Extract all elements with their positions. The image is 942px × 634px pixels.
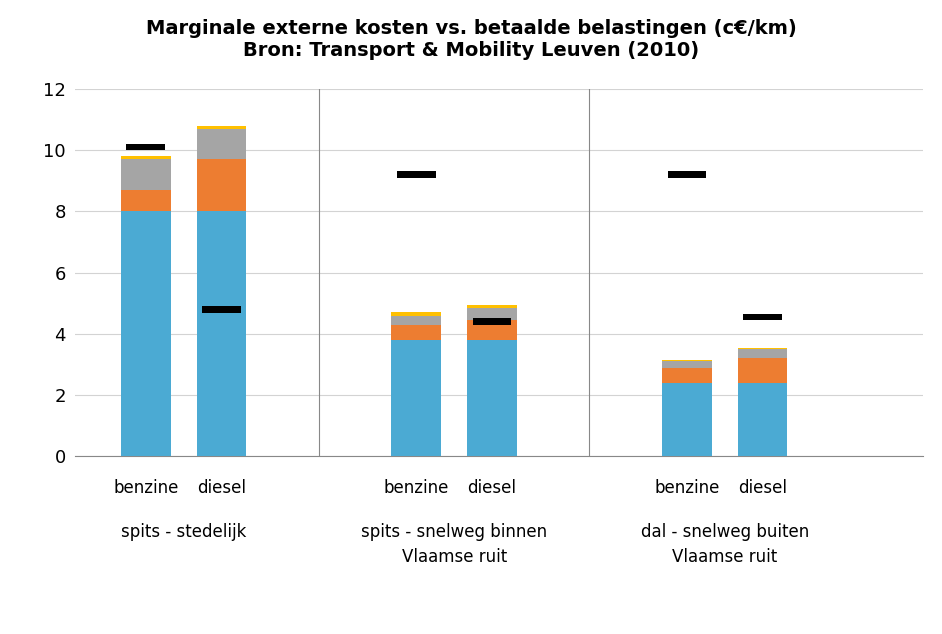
- Bar: [392, 325, 441, 340]
- Text: Marginale externe kosten vs. betaalde belastingen (c€/km)
Bron: Transport & Mobi: Marginale externe kosten vs. betaalde be…: [146, 19, 796, 60]
- Bar: [197, 126, 246, 129]
- Bar: [738, 347, 788, 349]
- Bar: [121, 159, 171, 190]
- Bar: [662, 368, 711, 383]
- Bar: [126, 144, 165, 150]
- Bar: [197, 159, 246, 211]
- Bar: [473, 318, 512, 325]
- Text: diesel: diesel: [197, 479, 246, 496]
- Bar: [121, 190, 171, 211]
- Bar: [662, 360, 711, 361]
- Text: diesel: diesel: [739, 479, 788, 496]
- Bar: [467, 340, 517, 456]
- Bar: [392, 316, 441, 325]
- Bar: [392, 340, 441, 456]
- Bar: [467, 320, 517, 340]
- Text: diesel: diesel: [467, 479, 516, 496]
- Text: spits - stedelijk: spits - stedelijk: [121, 523, 246, 541]
- Text: Vlaamse ruit: Vlaamse ruit: [401, 548, 507, 566]
- Bar: [738, 349, 788, 358]
- Bar: [662, 361, 711, 368]
- Bar: [197, 211, 246, 456]
- Bar: [121, 156, 171, 159]
- Bar: [197, 129, 246, 159]
- Bar: [203, 306, 241, 313]
- Text: benzine: benzine: [654, 479, 720, 496]
- Bar: [467, 308, 517, 320]
- Bar: [467, 305, 517, 308]
- Text: dal - snelweg buiten: dal - snelweg buiten: [641, 523, 809, 541]
- Bar: [743, 314, 782, 320]
- Bar: [392, 313, 441, 316]
- Bar: [121, 211, 171, 456]
- Bar: [738, 383, 788, 456]
- Text: benzine: benzine: [113, 479, 178, 496]
- Bar: [738, 358, 788, 383]
- Text: Vlaamse ruit: Vlaamse ruit: [672, 548, 777, 566]
- Bar: [397, 171, 435, 178]
- Bar: [662, 383, 711, 456]
- Bar: [668, 171, 706, 178]
- Text: spits - snelweg binnen: spits - snelweg binnen: [361, 523, 547, 541]
- Text: benzine: benzine: [383, 479, 449, 496]
